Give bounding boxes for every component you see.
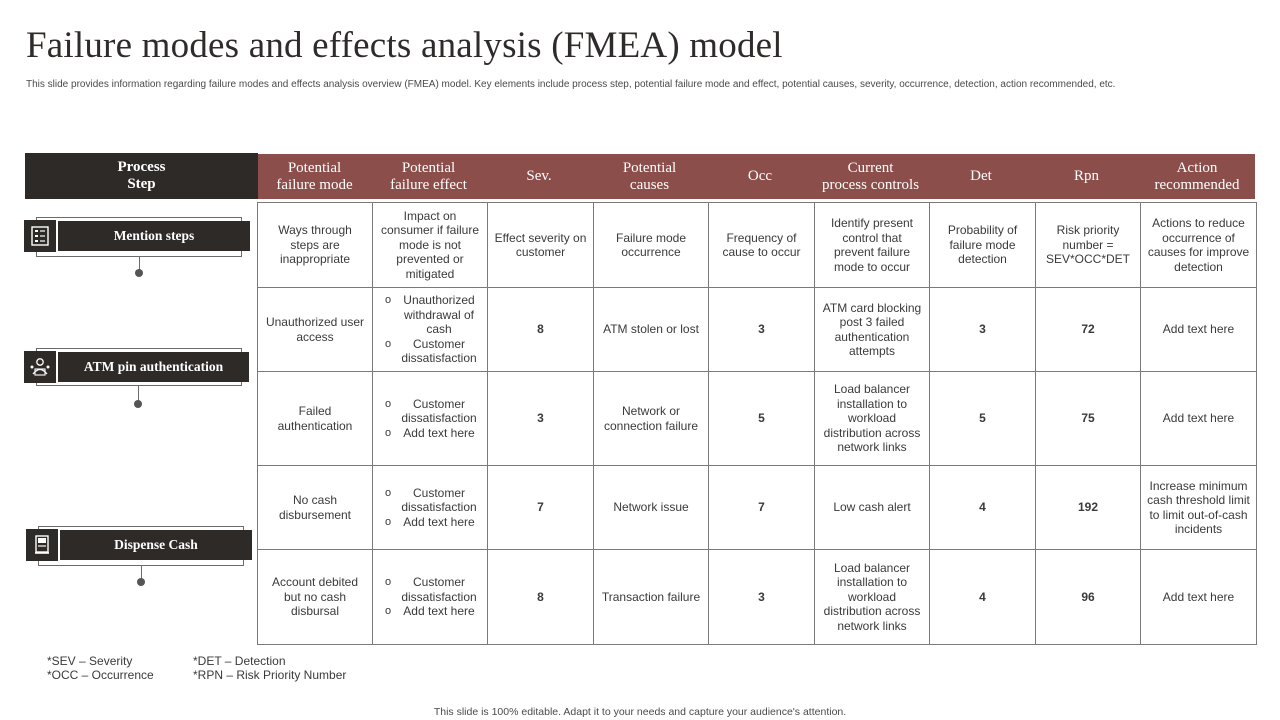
cell-rpn: 192 [1035,465,1141,550]
cell-action: Add text here [1140,287,1257,372]
cell-occ: 3 [708,287,815,372]
cell-failure-mode: Failed authentication [257,371,373,466]
step-stem-3 [141,566,142,582]
legend-det: *DET – Detection [193,654,286,668]
cell-occ: 7 [708,465,815,550]
col-header-rpn: Rpn [1073,168,1099,184]
cell-action: Add text here [1140,549,1257,645]
table-row: Failed authentication o Customer dissatis… [257,371,1257,466]
cell-controls: ATM card blocking post 3 failed authenti… [814,287,930,372]
table-row: No cash disbursement o Customer dissatisf… [257,465,1257,550]
cell-sev: 8 [487,549,594,645]
process-step-header: Process Step [25,153,258,199]
cell-failure-effect: o Customer dissatisfaction o Add text here [372,549,488,645]
step-mention-steps: Mention steps [58,221,250,251]
list-item: o Add text here [384,425,475,440]
legend-occ: *OCC – Occurrence [47,668,154,682]
col-header-causes: Potential causes [622,159,677,193]
cell-controls: Low cash alert [814,465,930,550]
cell-controls: Identify present control that prevent fa… [814,202,930,288]
cell-failure-mode: Ways through steps are inappropriate [257,202,373,288]
list-item: o Add text here [384,514,475,529]
cell-occ: Frequency of cause to occur [708,202,815,288]
step-dot-3 [137,578,145,586]
cell-causes: ATM stolen or lost [593,287,709,372]
list-item: o Unauthorized withdrawal of cash [384,293,475,337]
cell-failure-effect: Impact on consumer if failure mode is no… [372,202,488,288]
col-header-controls: Current process controls [821,159,920,193]
cell-rpn: 96 [1035,549,1141,645]
cell-occ: 5 [708,371,815,466]
step-stem-1 [139,257,140,272]
legend-col-2: *DET – Detection *RPN – Risk Priority Nu… [193,654,346,682]
list-item: o Customer dissatisfaction [384,575,477,604]
cell-failure-effect: o Customer dissatisfaction o Add text here [372,371,488,466]
step-dot-2 [134,400,142,408]
cell-action: Add text here [1140,371,1257,466]
list-item: o Customer dissatisfaction [384,485,477,515]
cell-failure-mode: Unauthorized user access [257,287,373,372]
cell-det: Probability of failure mode detection [929,202,1036,288]
cell-rpn: 75 [1035,371,1141,466]
legend-rpn: *RPN – Risk Priority Number [193,668,347,682]
cell-rpn: 72 [1035,287,1141,372]
col-header-occ: Occ [747,168,773,184]
table-row: Unauthorized user access o Unauthorized w… [257,287,1257,372]
step-dot-1 [135,269,143,277]
cell-rpn: Risk priority number = SEV*OCC*DET [1035,202,1141,288]
page-title: Failure modes and effects analysis (FMEA… [26,25,783,66]
cell-failure-mode: Account debited but no cash disbursal [257,549,373,645]
process-step-header-line1: Process [117,159,166,175]
cell-occ: 3 [708,549,815,645]
table-header: Potential failure mode Potential failure e… [258,154,1255,199]
page-subtitle: This slide provides information regardin… [26,79,1116,90]
cell-sev: 7 [487,465,594,550]
cell-sev: Effect severity on customer [487,202,594,288]
cell-causes: Network or connection failure [593,371,709,466]
cell-causes: Transaction failure [593,549,709,645]
checklist-icon [24,220,56,252]
table-row: Ways through steps are inappropriate Imp… [257,202,1257,288]
fmea-table: Ways through steps are inappropriate Imp… [257,202,1257,645]
cell-failure-effect: o Unauthorized withdrawal of cash o Custom… [372,287,488,372]
atm-user-icon [24,351,56,383]
cell-failure-mode: No cash disbursement [257,465,373,550]
list-item: o Add text here [384,604,475,619]
legend-col-1: *SEV – Severity *OCC – Occurrence [47,654,154,682]
step-stem-2 [138,386,139,403]
cell-det: 4 [929,549,1036,645]
col-header-sev: Sev. [526,168,552,184]
list-item: o Customer dissatisfaction [384,336,477,366]
col-header-action: Action recommended [1154,159,1240,193]
cell-det: 5 [929,371,1036,466]
cell-controls: Load balancer installation to workload d… [814,549,930,645]
cell-det: 4 [929,465,1036,550]
process-step-header-line2: Step [127,176,156,192]
cell-controls: Load balancer installation to workload d… [814,371,930,466]
step-atm-pin-authentication: ATM pin authentication [58,352,249,382]
col-header-failure-effect: Potential failure effect [390,159,467,193]
cell-det: 3 [929,287,1036,372]
cell-causes: Failure mode occurrence [593,202,709,288]
col-header-failure-mode: Potential failure mode [276,159,353,193]
cell-sev: 8 [487,287,594,372]
cell-action: Increase minimum cash threshold limit to… [1140,465,1257,550]
col-header-det: Det [970,168,992,184]
step-dispense-cash: Dispense Cash [60,530,252,560]
atm-machine-icon [26,529,58,561]
footer-note: This slide is 100% editable. Adapt it to… [433,706,847,718]
cell-causes: Network issue [593,465,709,550]
cell-failure-effect: o Customer dissatisfaction o Add text here [372,465,488,550]
cell-sev: 3 [487,371,594,466]
list-item: o Customer dissatisfaction [384,396,477,426]
legend-sev: *SEV – Severity [47,654,133,668]
cell-action: Actions to reduce occurrence of causes f… [1140,202,1257,288]
